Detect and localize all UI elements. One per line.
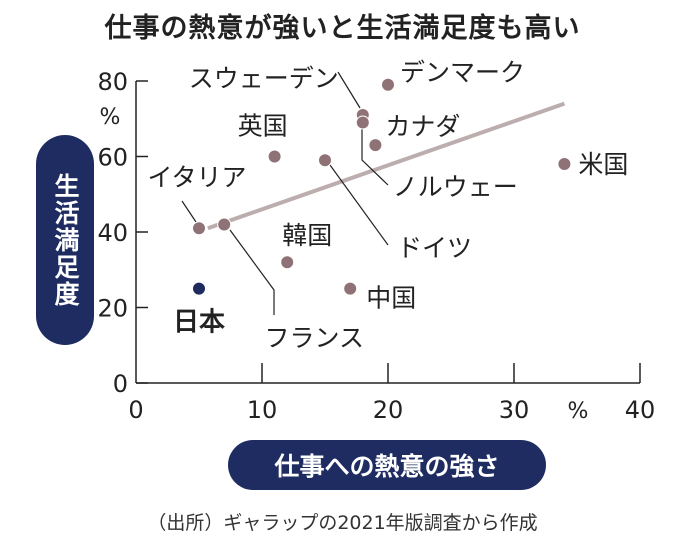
data-point	[318, 153, 332, 168]
y-unit-label: %	[100, 105, 121, 130]
source-note: （出所）ギャラップの2021年版調査から作成	[147, 512, 538, 534]
data-point	[217, 217, 232, 232]
point-label: 中国	[366, 284, 416, 313]
point-label: スウェーデン	[189, 64, 339, 93]
x-tick-label: 40	[625, 396, 656, 424]
data-point	[267, 149, 282, 164]
data-point	[343, 281, 358, 296]
point-label: ノルウェー	[393, 173, 518, 202]
x-unit-label: %	[568, 399, 589, 424]
data-point	[557, 157, 572, 172]
data-point	[192, 281, 206, 296]
leader-sweden	[337, 71, 361, 109]
data-point	[355, 115, 370, 130]
point-label: ドイツ	[397, 233, 472, 262]
point-label: 韓国	[282, 221, 332, 250]
trendline-group	[207, 101, 566, 231]
data-point	[192, 221, 206, 236]
y-tick-label: 60	[97, 144, 128, 172]
data-points	[192, 77, 572, 296]
leader-lines	[181, 71, 389, 315]
point-label: デンマーク	[400, 58, 525, 87]
x-tick-label: 10	[247, 396, 278, 424]
point-label: カナダ	[385, 112, 460, 141]
point-label: フランス	[264, 323, 364, 352]
y-axis-label: 生活満足度	[36, 135, 94, 345]
leader-norway	[361, 128, 389, 186]
y-tick-label: 80	[97, 68, 128, 96]
point-label: 米国	[578, 150, 628, 179]
leader-italy	[181, 200, 197, 223]
axes: 0 20 40 60 80 0 10 20 30 40%%	[97, 68, 655, 424]
x-tick-label: 0	[128, 396, 143, 424]
leader-france	[229, 229, 275, 315]
y-tick-label: 20	[97, 295, 128, 323]
data-point	[381, 77, 395, 92]
x-tick-label: 30	[499, 396, 530, 424]
chart-title: 仕事の熱意が強いと生活満足度も高い	[104, 13, 581, 44]
point-label: 日本	[173, 308, 225, 338]
x-axis-label: 仕事への熱意の強さ	[228, 440, 546, 490]
data-point	[368, 138, 383, 153]
point-label: イタリア	[147, 163, 246, 192]
trendline	[207, 101, 566, 231]
y-tick-label: 40	[97, 219, 128, 247]
x-tick-label: 20	[373, 396, 404, 424]
data-point	[280, 255, 295, 270]
y-tick-label: 0	[113, 370, 128, 398]
leader-germany	[329, 164, 389, 246]
point-label: 英国	[238, 112, 288, 141]
